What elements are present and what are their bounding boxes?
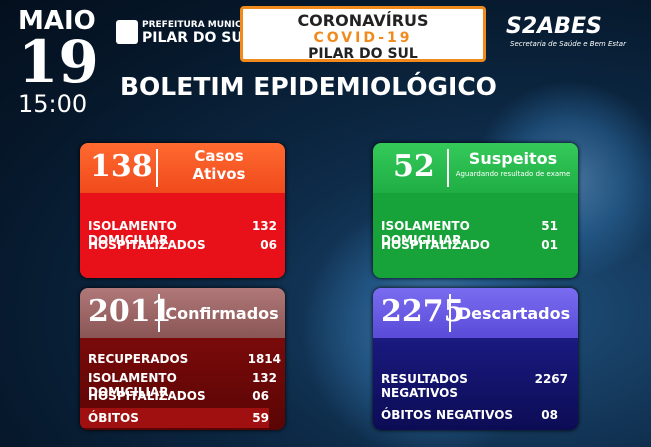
separator <box>449 294 451 332</box>
row-label: ISOLAMENTO DOMICILIAR <box>88 371 177 399</box>
row: HOSPITALIZADO 01 <box>381 238 558 252</box>
discarded-card: 2275 Descartados RESULTADOS NEGATIVOS 226… <box>373 288 578 430</box>
separator <box>156 149 158 187</box>
day: 19 <box>18 28 99 96</box>
row-label: ÓBITOS NEGATIVOS <box>381 408 514 422</box>
city-logo <box>116 20 138 44</box>
card-body: RESULTADOS NEGATIVOS 2267 ÓBITOS NEGATIVO… <box>373 338 578 430</box>
row-label: ISOLAMENTO DOMICILIAR <box>381 219 470 247</box>
card-header: 2275 Descartados <box>373 288 578 338</box>
separator <box>158 294 160 332</box>
row: HOSPITALIZADOS 06 <box>88 389 269 403</box>
card-label: Suspeitos <box>468 149 558 168</box>
row-label: ISOLAMENTO DOMICILIAR <box>88 219 177 247</box>
card-total: 2275 <box>381 294 465 329</box>
city-hall-label: PREFEITURA MUNICIPAL <box>142 20 264 30</box>
row: ISOLAMENTO DOMICILIAR 51 <box>381 219 558 247</box>
card-body: ISOLAMENTO DOMICILIAR 132 HOSPITALIZADOS 0… <box>80 193 285 278</box>
health-logo: S2ABES <box>506 14 602 39</box>
row: ISOLAMENTO DOMICILIAR 132 <box>88 219 277 247</box>
row-value: 1814 <box>247 352 281 366</box>
card-body: ISOLAMENTO DOMICILIAR 51 HOSPITALIZADO 01 <box>373 193 578 278</box>
card-total: 2011 <box>88 294 172 329</box>
row: ÓBITOS 59 <box>80 408 269 428</box>
banner-city: PILAR DO SUL <box>308 46 418 62</box>
row-value: 59 <box>252 411 269 425</box>
row: HOSPITALIZADOS 06 <box>88 238 277 252</box>
row-label: HOSPITALIZADO <box>381 238 490 252</box>
card-note: Aguardando resultado de exame <box>455 170 571 178</box>
row-label: HOSPITALIZADOS <box>88 389 206 403</box>
disease: CORONAVÍRUS <box>297 11 429 30</box>
card-header: 138 Casos Ativos <box>80 143 285 193</box>
card-label: Confirmados <box>165 304 279 323</box>
label-line: Casos <box>194 147 244 165</box>
row-value: 01 <box>541 238 558 252</box>
card-total: 138 <box>90 149 153 184</box>
card-total: 52 <box>393 149 435 184</box>
row: RECUPERADOS 1814 <box>88 352 281 366</box>
separator <box>447 149 449 187</box>
card-label: Descartados <box>457 304 571 323</box>
row-label: ÓBITOS <box>88 411 139 425</box>
card-header: 2011 Confirmados <box>80 288 285 338</box>
row-value: 51 <box>541 219 558 233</box>
row-label: RESULTADOS NEGATIVOS <box>381 372 468 400</box>
title-box: CORONAVÍRUS COVID-19 PILAR DO SUL <box>240 6 486 62</box>
row-label: RECUPERADOS <box>88 352 189 366</box>
city-name: PILAR DO SUL <box>142 30 252 46</box>
time: 15:00 <box>18 90 88 118</box>
card-body: RECUPERADOS 1814 ISOLAMENTO DOMICILIAR 132… <box>80 338 285 430</box>
health-secretariat: Secretaria de Saúde e Bem Estar <box>510 40 626 48</box>
covid: COVID-19 <box>313 30 413 46</box>
row: RESULTADOS NEGATIVOS 2267 <box>381 372 568 400</box>
row-value: 06 <box>260 238 277 252</box>
month: MAIO <box>18 6 96 36</box>
row-value: 08 <box>541 408 558 422</box>
row-value: 132 <box>251 219 277 233</box>
row-value: 132 <box>251 371 277 385</box>
row-label: HOSPITALIZADOS <box>88 238 206 252</box>
row: ISOLAMENTO DOMICILIAR 132 <box>88 371 277 399</box>
active-card: 138 Casos Ativos ISOLAMENTO DOMICILIAR 132… <box>80 143 285 278</box>
card-header: 52 Suspeitos Aguardando resultado de exa… <box>373 143 578 193</box>
row-value: 06 <box>252 389 269 403</box>
row-value: 2267 <box>534 372 568 386</box>
bulletin-title: BOLETIM EPIDEMIOLÓGICO <box>120 72 497 101</box>
row: ÓBITOS NEGATIVOS 08 <box>381 408 558 422</box>
card-label: Casos Ativos <box>164 147 274 183</box>
confirmed-card: 2011 Confirmados RECUPERADOS 1814 ISOLAME… <box>80 288 285 430</box>
suspected-card: 52 Suspeitos Aguardando resultado de exa… <box>373 143 578 278</box>
label-line: Ativos <box>192 165 246 183</box>
